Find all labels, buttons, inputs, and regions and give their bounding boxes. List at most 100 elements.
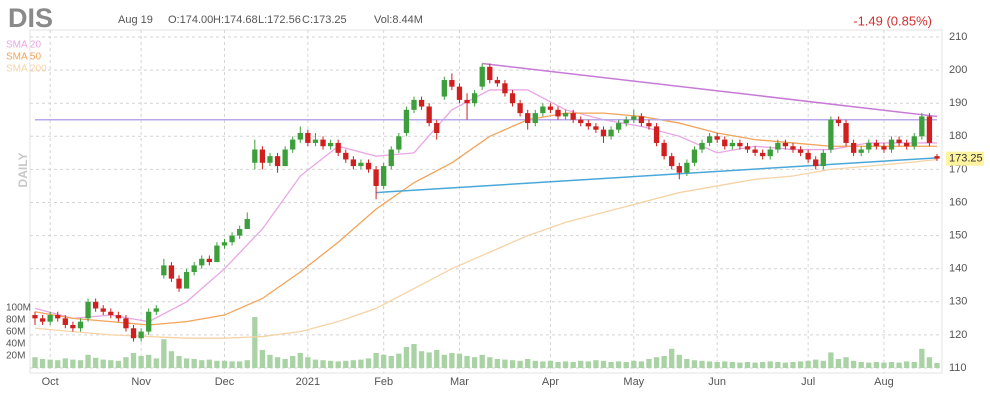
volume-bar — [343, 360, 349, 368]
candle-body — [449, 80, 455, 87]
candle-body — [494, 80, 501, 84]
x-tick-label: Nov — [131, 376, 151, 388]
candle-body — [418, 99, 425, 107]
volume-bar — [62, 358, 68, 368]
candle-body — [517, 103, 523, 114]
candle-body — [820, 152, 826, 167]
volume-bar — [782, 362, 789, 368]
volume-bar — [396, 353, 402, 368]
y-tick-label: 160 — [949, 196, 967, 208]
volume-bar — [259, 350, 266, 368]
volume-bar — [744, 362, 751, 368]
volume-bar — [828, 352, 834, 368]
y-tick-label: 110 — [949, 362, 967, 374]
candle-body — [699, 142, 705, 150]
y-tick-label: 130 — [949, 296, 967, 308]
volume-bar — [926, 357, 933, 368]
axis-label: DAILY — [16, 153, 30, 188]
candle-body — [843, 123, 849, 143]
candle-body — [631, 116, 637, 120]
volume-bar — [161, 339, 167, 368]
volume-bar — [676, 354, 682, 368]
volume-bar — [358, 359, 364, 368]
candle-body — [570, 113, 576, 120]
volume-bar — [32, 357, 38, 368]
volume-bar — [335, 361, 341, 368]
label-layer: 110 120 130 140 150 160 170 180 190 200 210 Oct Nov D… — [6, 31, 984, 388]
y-tick-label: 150 — [949, 230, 967, 242]
x-tick-label: Feb — [374, 376, 393, 388]
volume-bar — [153, 358, 159, 368]
volume-bar — [661, 356, 667, 368]
candle-body — [403, 109, 410, 133]
grid-layer — [30, 30, 942, 373]
ticker: DIS — [8, 3, 53, 33]
volume-bar — [911, 362, 917, 368]
candle-body — [737, 142, 743, 147]
candle-body — [615, 123, 622, 130]
candle-body — [388, 149, 394, 167]
x-tick-label: Aug — [874, 376, 894, 388]
y-tick-label: 200 — [949, 64, 967, 76]
volume-bar — [502, 359, 508, 368]
candle-body — [290, 139, 296, 150]
candle-body — [358, 162, 364, 167]
volume-bar — [327, 360, 334, 368]
volume-bar — [403, 347, 410, 368]
candle-body — [593, 126, 599, 130]
candle-body — [62, 318, 68, 325]
candle-body — [729, 142, 735, 147]
candle-body — [176, 278, 182, 289]
candle-body — [911, 136, 917, 147]
candle-body — [441, 80, 447, 97]
candle-body — [244, 219, 250, 229]
volume-bar — [199, 360, 205, 368]
candle-body — [835, 119, 842, 124]
candle-body — [199, 258, 205, 266]
candle-body — [858, 149, 864, 153]
last-price-label: 173.25 — [949, 153, 983, 165]
candle-body — [350, 159, 357, 167]
volume-bar — [214, 360, 220, 368]
volume-bar — [434, 350, 440, 368]
open-label: O:174.00 — [168, 14, 213, 26]
candle-body — [669, 156, 675, 167]
volume-bar — [555, 362, 561, 368]
candle-body — [600, 129, 607, 137]
volume-bar — [790, 362, 796, 368]
volume-bar — [244, 360, 250, 368]
candle-body — [47, 315, 53, 322]
candle-body — [161, 265, 167, 276]
legend-entry: SMA 50 — [6, 52, 41, 63]
volume-bar — [699, 360, 705, 368]
volume-tick-label: 40M — [6, 339, 25, 350]
candle-body — [828, 119, 834, 150]
candle-body — [684, 162, 690, 173]
volume-bar — [805, 360, 811, 368]
volume-bar — [509, 360, 516, 368]
volume-bar — [168, 351, 175, 368]
candle-body — [797, 149, 804, 153]
candle-body — [168, 265, 175, 279]
volume-bar — [858, 362, 864, 368]
volume-bar — [547, 360, 554, 368]
candle-body — [434, 123, 440, 133]
volume-bar — [441, 354, 447, 368]
candle-body — [237, 228, 243, 236]
volume-bar — [631, 360, 637, 368]
candle-body — [509, 93, 516, 104]
volume-bar — [229, 361, 235, 368]
x-tick-label: 2021 — [296, 376, 320, 388]
candle-body — [881, 146, 887, 150]
volume-bar — [570, 362, 576, 368]
candle-body — [547, 106, 554, 110]
y-tick-label: 120 — [949, 329, 967, 341]
trend-line — [376, 157, 938, 194]
volume-bar — [646, 359, 652, 368]
candle-body — [676, 166, 682, 173]
candle-body — [252, 149, 258, 163]
candle-body — [39, 318, 46, 322]
candle-body — [661, 142, 667, 157]
candle-body — [32, 315, 38, 319]
